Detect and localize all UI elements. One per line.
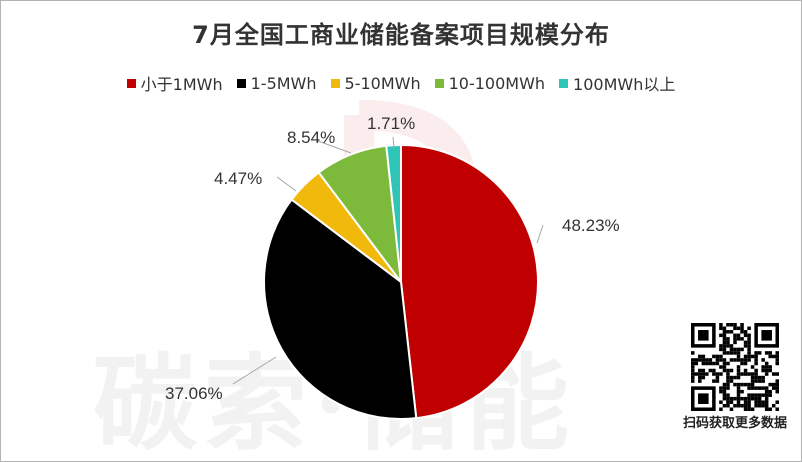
pie-slice (263, 198, 418, 420)
legend-label: 5-10MWh (344, 73, 421, 93)
legend: 小于1MWh 1-5MWh 5-10MWh 10-100MWh 100MWh以上 (1, 71, 801, 95)
qr-code-icon (691, 323, 779, 411)
leader-line (392, 136, 395, 149)
data-label: 4.47% (214, 169, 262, 188)
qr-caption: 扫码获取更多数据 (682, 416, 787, 431)
legend-item: 100MWh以上 (559, 71, 675, 95)
data-label: 1.71% (367, 114, 415, 133)
legend-swatch (236, 78, 246, 88)
legend-label: 1-5MWh (250, 73, 317, 93)
legend-item: 1-5MWh (236, 71, 317, 95)
leader-line (276, 176, 297, 192)
legend-item: 5-10MWh (330, 71, 421, 95)
legend-swatch (330, 78, 340, 88)
legend-item: 10-100MWh (434, 71, 546, 95)
leader-line (232, 356, 277, 385)
data-label: 8.54% (287, 128, 335, 147)
legend-item: 小于1MWh (126, 71, 223, 95)
leader-line (536, 224, 544, 244)
legend-label: 10-100MWh (448, 73, 546, 93)
legend-label: 100MWh以上 (573, 75, 676, 94)
legend-swatch (434, 78, 444, 88)
leader-line (317, 140, 352, 154)
data-label: 37.06% (165, 384, 223, 403)
pie-slice (400, 143, 539, 420)
legend-swatch (559, 78, 569, 88)
legend-label: 小于1MWh (140, 75, 223, 94)
chart-title: 7月全国工商业储能备案项目规模分布 (192, 21, 610, 49)
data-label: 48.23% (562, 216, 620, 235)
legend-swatch (126, 78, 136, 88)
